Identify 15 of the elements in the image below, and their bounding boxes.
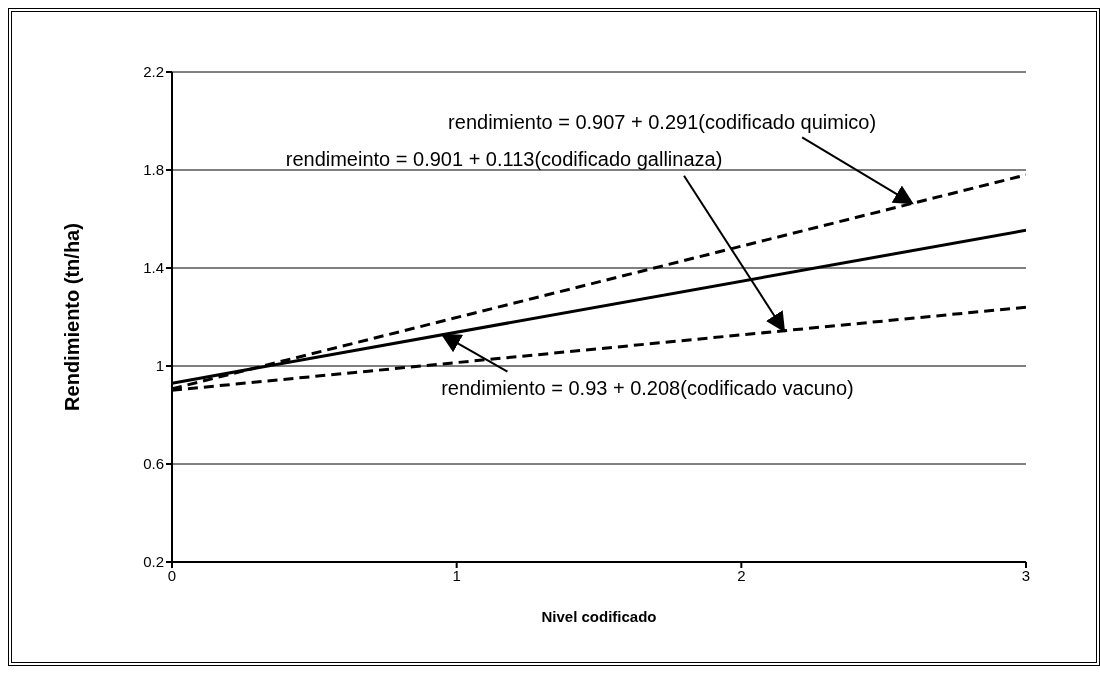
annotation: rendimeinto = 0.901 + 0.113(codificado gallinaza) [285,148,723,170]
x-tick-label: 3 [1021,566,1031,584]
y-axis-title: Rendimiento (tn/ha) [61,223,84,411]
x-tick-label: 0 [167,566,177,584]
y-tick-label: 2.2 [143,63,164,81]
y-tick-label: 1 [155,357,164,375]
x-tick-label: 2 [737,566,746,584]
x-axis-title: Nivel codificado [541,608,657,625]
annotation: rendimiento = 0.907 + 0.291(codificado quimico) [448,110,877,133]
y-tick-label: 0.6 [143,455,164,473]
y-tick-label: 0.2 [143,553,164,571]
y-tick-label: 1.8 [143,161,164,179]
y-tick-label: 1.4 [143,259,164,277]
x-tick-label: 1 [452,566,461,584]
annotation: rendimiento = 0.93 + 0.208(codificado vacuno) [441,376,854,399]
